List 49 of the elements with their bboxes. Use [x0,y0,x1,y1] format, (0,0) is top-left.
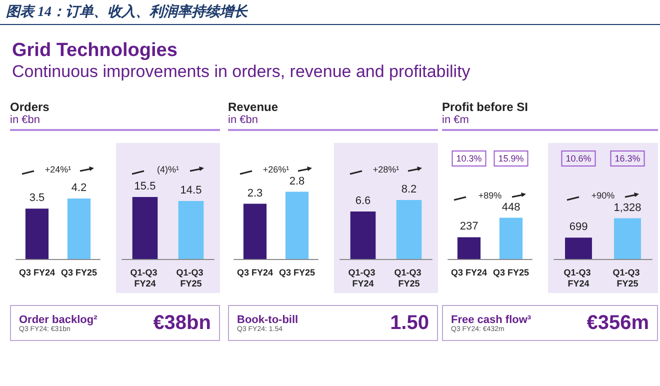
data-label: 699 [569,221,588,234]
chart-title: Orders [10,100,50,114]
text: 10.6% [566,154,592,164]
x-tick-label: Q1-Q3 FY25 [612,268,642,288]
text: 1.50 [390,312,429,334]
data-label: 6.6 [355,194,371,207]
text: (4)%¹ [157,164,179,174]
x-tick-label: Q3 FY25 [60,268,98,278]
data-label: 4.2 [71,182,87,194]
chart-subtitle: in €bn [10,114,41,128]
data-label: 1,328 [614,202,642,214]
data-label: 2.3 [247,187,263,200]
text: Free cash flow³ [451,314,532,326]
text: Continuous improvements in orders, revenue and profitability [12,62,470,82]
text: 15.9% [498,154,524,164]
text: +26%¹ [262,164,290,174]
text: Book-to-bill [237,314,298,326]
x-tick-label: Q3 FY24 [236,268,274,278]
x-tick-label: Q3 FY24 [18,268,56,278]
chart-title: Profit before SI [442,100,530,114]
text: +90% [591,190,615,200]
x-tick-label: Q1-Q3 FY25 [394,268,424,288]
text: 10.3% [456,154,482,164]
text: Grid Technologies [12,40,178,62]
text: €38bn [153,312,211,334]
chart-title: Revenue [228,100,280,114]
x-tick-label: Q1-Q3 FY24 [564,268,594,288]
x-tick-label: Q1-Q3 FY24 [130,268,160,288]
x-tick-label: Q1-Q3 FY25 [176,268,206,288]
data-label: 15.5 [134,180,156,192]
text: €356m [586,312,649,334]
text: +89% [478,190,502,200]
data-label: 237 [460,220,478,233]
data-label: 448 [502,201,520,214]
x-tick-label: Q3 FY25 [278,268,316,278]
chart-subtitle: in €m [442,114,470,128]
data-label: 8.2 [401,183,417,196]
data-label: 14.5 [180,184,202,196]
data-label: 3.5 [29,192,45,204]
text: Order backlog² [19,314,98,326]
chart-subtitle: in €bn [228,114,259,128]
x-tick-label: Q1-Q3 FY24 [348,268,378,288]
text: 图表 14：订单、收入、利润率持续增长 [6,3,248,21]
data-label: 2.8 [289,175,305,188]
text: 16.3% [614,154,640,164]
text: +24%¹ [44,164,72,174]
x-tick-label: Q3 FY25 [492,268,530,278]
x-tick-label: Q3 FY24 [450,268,488,278]
text: +28%¹ [372,164,400,174]
